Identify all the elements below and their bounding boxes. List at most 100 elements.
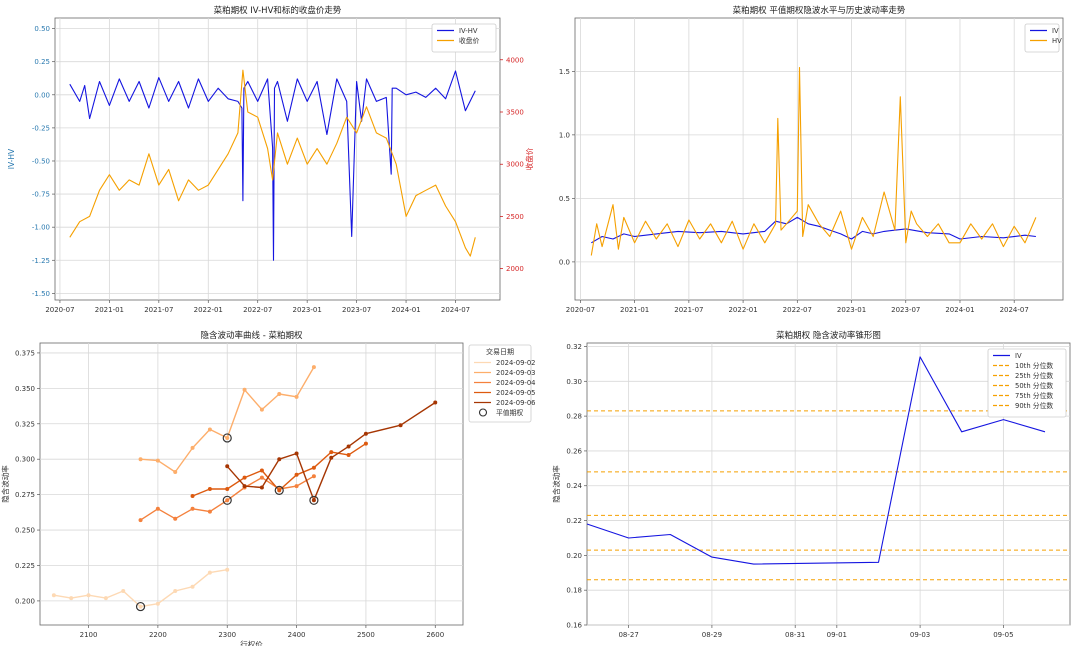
y-tick-label: 0.30 <box>566 378 582 386</box>
data-point <box>311 498 316 503</box>
data-point <box>190 494 195 499</box>
y-axis-label: 隐含波动率 <box>551 465 561 503</box>
data-point <box>86 593 91 598</box>
data-point <box>346 452 351 457</box>
series-line <box>69 70 476 261</box>
y-tick-label: 0.225 <box>15 562 35 570</box>
chart-panel-3: 0.16 0.18 0.20 0.22 0.24 0.26 0.28 0.30 0.32 08-2… <box>551 330 1071 639</box>
atm-marker <box>135 601 146 612</box>
data-point <box>51 593 56 598</box>
x-tick-label: 08-27 <box>618 631 638 639</box>
x-tick-label: 2023-07 <box>342 306 371 314</box>
atm-marker <box>274 485 284 495</box>
data-point <box>329 450 334 455</box>
x-tick-label: 2020-07 <box>566 306 595 314</box>
y-tick-label: 0.00 <box>34 91 50 99</box>
data-point <box>277 392 282 397</box>
data-point <box>329 455 334 460</box>
chart-title: 菜粕期权 平值期权隐波水平与历史波动率走势 <box>733 5 906 16</box>
data-point <box>155 506 160 511</box>
data-point <box>190 445 195 450</box>
chart-title: 菜粕期权 IV-HV和标的收盘价走势 <box>214 5 342 16</box>
y-tick-label: 0.350 <box>15 385 35 393</box>
data-point <box>277 457 282 462</box>
data-point <box>398 423 403 428</box>
x-tick-label: 2021-01 <box>620 306 649 314</box>
data-point <box>433 400 438 405</box>
legend-entry: IV-HV <box>459 27 478 35</box>
data-point <box>294 451 299 456</box>
data-point <box>294 484 299 489</box>
data-point <box>207 486 212 491</box>
series-line <box>590 66 1037 256</box>
data-point <box>242 484 247 489</box>
y-tick-label: 1.0 <box>559 131 570 139</box>
x-tick-label: 2021-07 <box>674 306 703 314</box>
y-tick-label: 0.250 <box>15 527 35 535</box>
data-point <box>138 518 143 523</box>
legend-entry: 2024-09-04 <box>496 379 536 387</box>
y-tick-label: 0.5 <box>559 195 570 203</box>
x-tick-label: 2500 <box>357 631 375 639</box>
legend-entry: HV <box>1052 37 1062 45</box>
x-tick-label: 2024-01 <box>945 306 974 314</box>
legend: IV HV <box>1024 23 1062 53</box>
y-tick-label: 0.16 <box>566 622 582 630</box>
data-point <box>311 474 316 479</box>
data-point <box>311 465 316 470</box>
y-tick-label: -0.75 <box>32 191 50 199</box>
y-tick-label: 1.5 <box>559 68 570 76</box>
data-point <box>225 435 230 440</box>
x-tick-label: 2023-01 <box>293 306 322 314</box>
legend-entry: 2024-09-05 <box>496 389 536 397</box>
data-point <box>363 441 368 446</box>
legend: 交易日期 2024-09-02 2024-09-03 2024-09-04 2024-0… <box>468 344 536 423</box>
y-tick-label: 0.50 <box>34 25 50 33</box>
atm-marker <box>309 495 319 505</box>
legend-swatch <box>478 408 488 417</box>
x-tick-label: 2023-01 <box>837 306 866 314</box>
y-tick-label: 0.24 <box>566 482 582 490</box>
data-point <box>190 506 195 511</box>
y-tick-label: 0.200 <box>15 597 35 605</box>
data-point <box>121 588 126 593</box>
chart-title: 隐含波动率曲线 - 菜粕期权 <box>201 330 303 341</box>
x-tick-label: 2024-01 <box>391 306 420 314</box>
data-point <box>207 427 212 432</box>
x-tick-label: 2024-07 <box>1000 306 1029 314</box>
y2-tick-label: 4000 <box>506 56 524 64</box>
x-tick-label: 2020-07 <box>45 306 74 314</box>
data-point <box>225 464 230 469</box>
data-point <box>363 431 368 436</box>
x-tick-label: 2021-01 <box>95 306 124 314</box>
y-tick-label: 0.275 <box>15 491 35 499</box>
y2-tick-label: 3500 <box>506 109 524 117</box>
plot-area <box>574 17 1064 301</box>
y-tick-label: 0.375 <box>15 349 35 357</box>
data-point <box>225 498 230 503</box>
legend-entry: 2024-09-02 <box>496 359 536 367</box>
y-tick-label: -1.25 <box>32 257 50 265</box>
data-point <box>294 472 299 477</box>
y-axis-label: 隐含波动率 <box>0 465 10 503</box>
legend-entry: 10th 分位数 <box>1015 361 1053 370</box>
series-line <box>586 356 1046 565</box>
x-tick-label: 2100 <box>80 631 98 639</box>
chart-panel-2: 0.200 0.225 0.250 0.275 0.300 0.325 0.350 0.375… <box>0 330 536 649</box>
legend-entry: 75th 分位数 <box>1015 391 1053 400</box>
x-tick-label: 2022-01 <box>728 306 757 314</box>
data-point <box>294 394 299 399</box>
y-tick-label: 0.0 <box>559 258 570 266</box>
legend-entry: 2024-09-06 <box>496 399 536 407</box>
y2-tick-label: 2000 <box>506 265 524 273</box>
chart-title: 菜粕期权 隐含波动率锥形图 <box>776 330 881 341</box>
y2-tick-label: 2500 <box>506 213 524 221</box>
data-point <box>277 488 282 493</box>
y-tick-label: -1.00 <box>32 224 50 232</box>
legend-entry: 收盘价 <box>459 36 480 45</box>
data-point <box>207 509 212 514</box>
x-tick-label: 09-03 <box>910 631 930 639</box>
